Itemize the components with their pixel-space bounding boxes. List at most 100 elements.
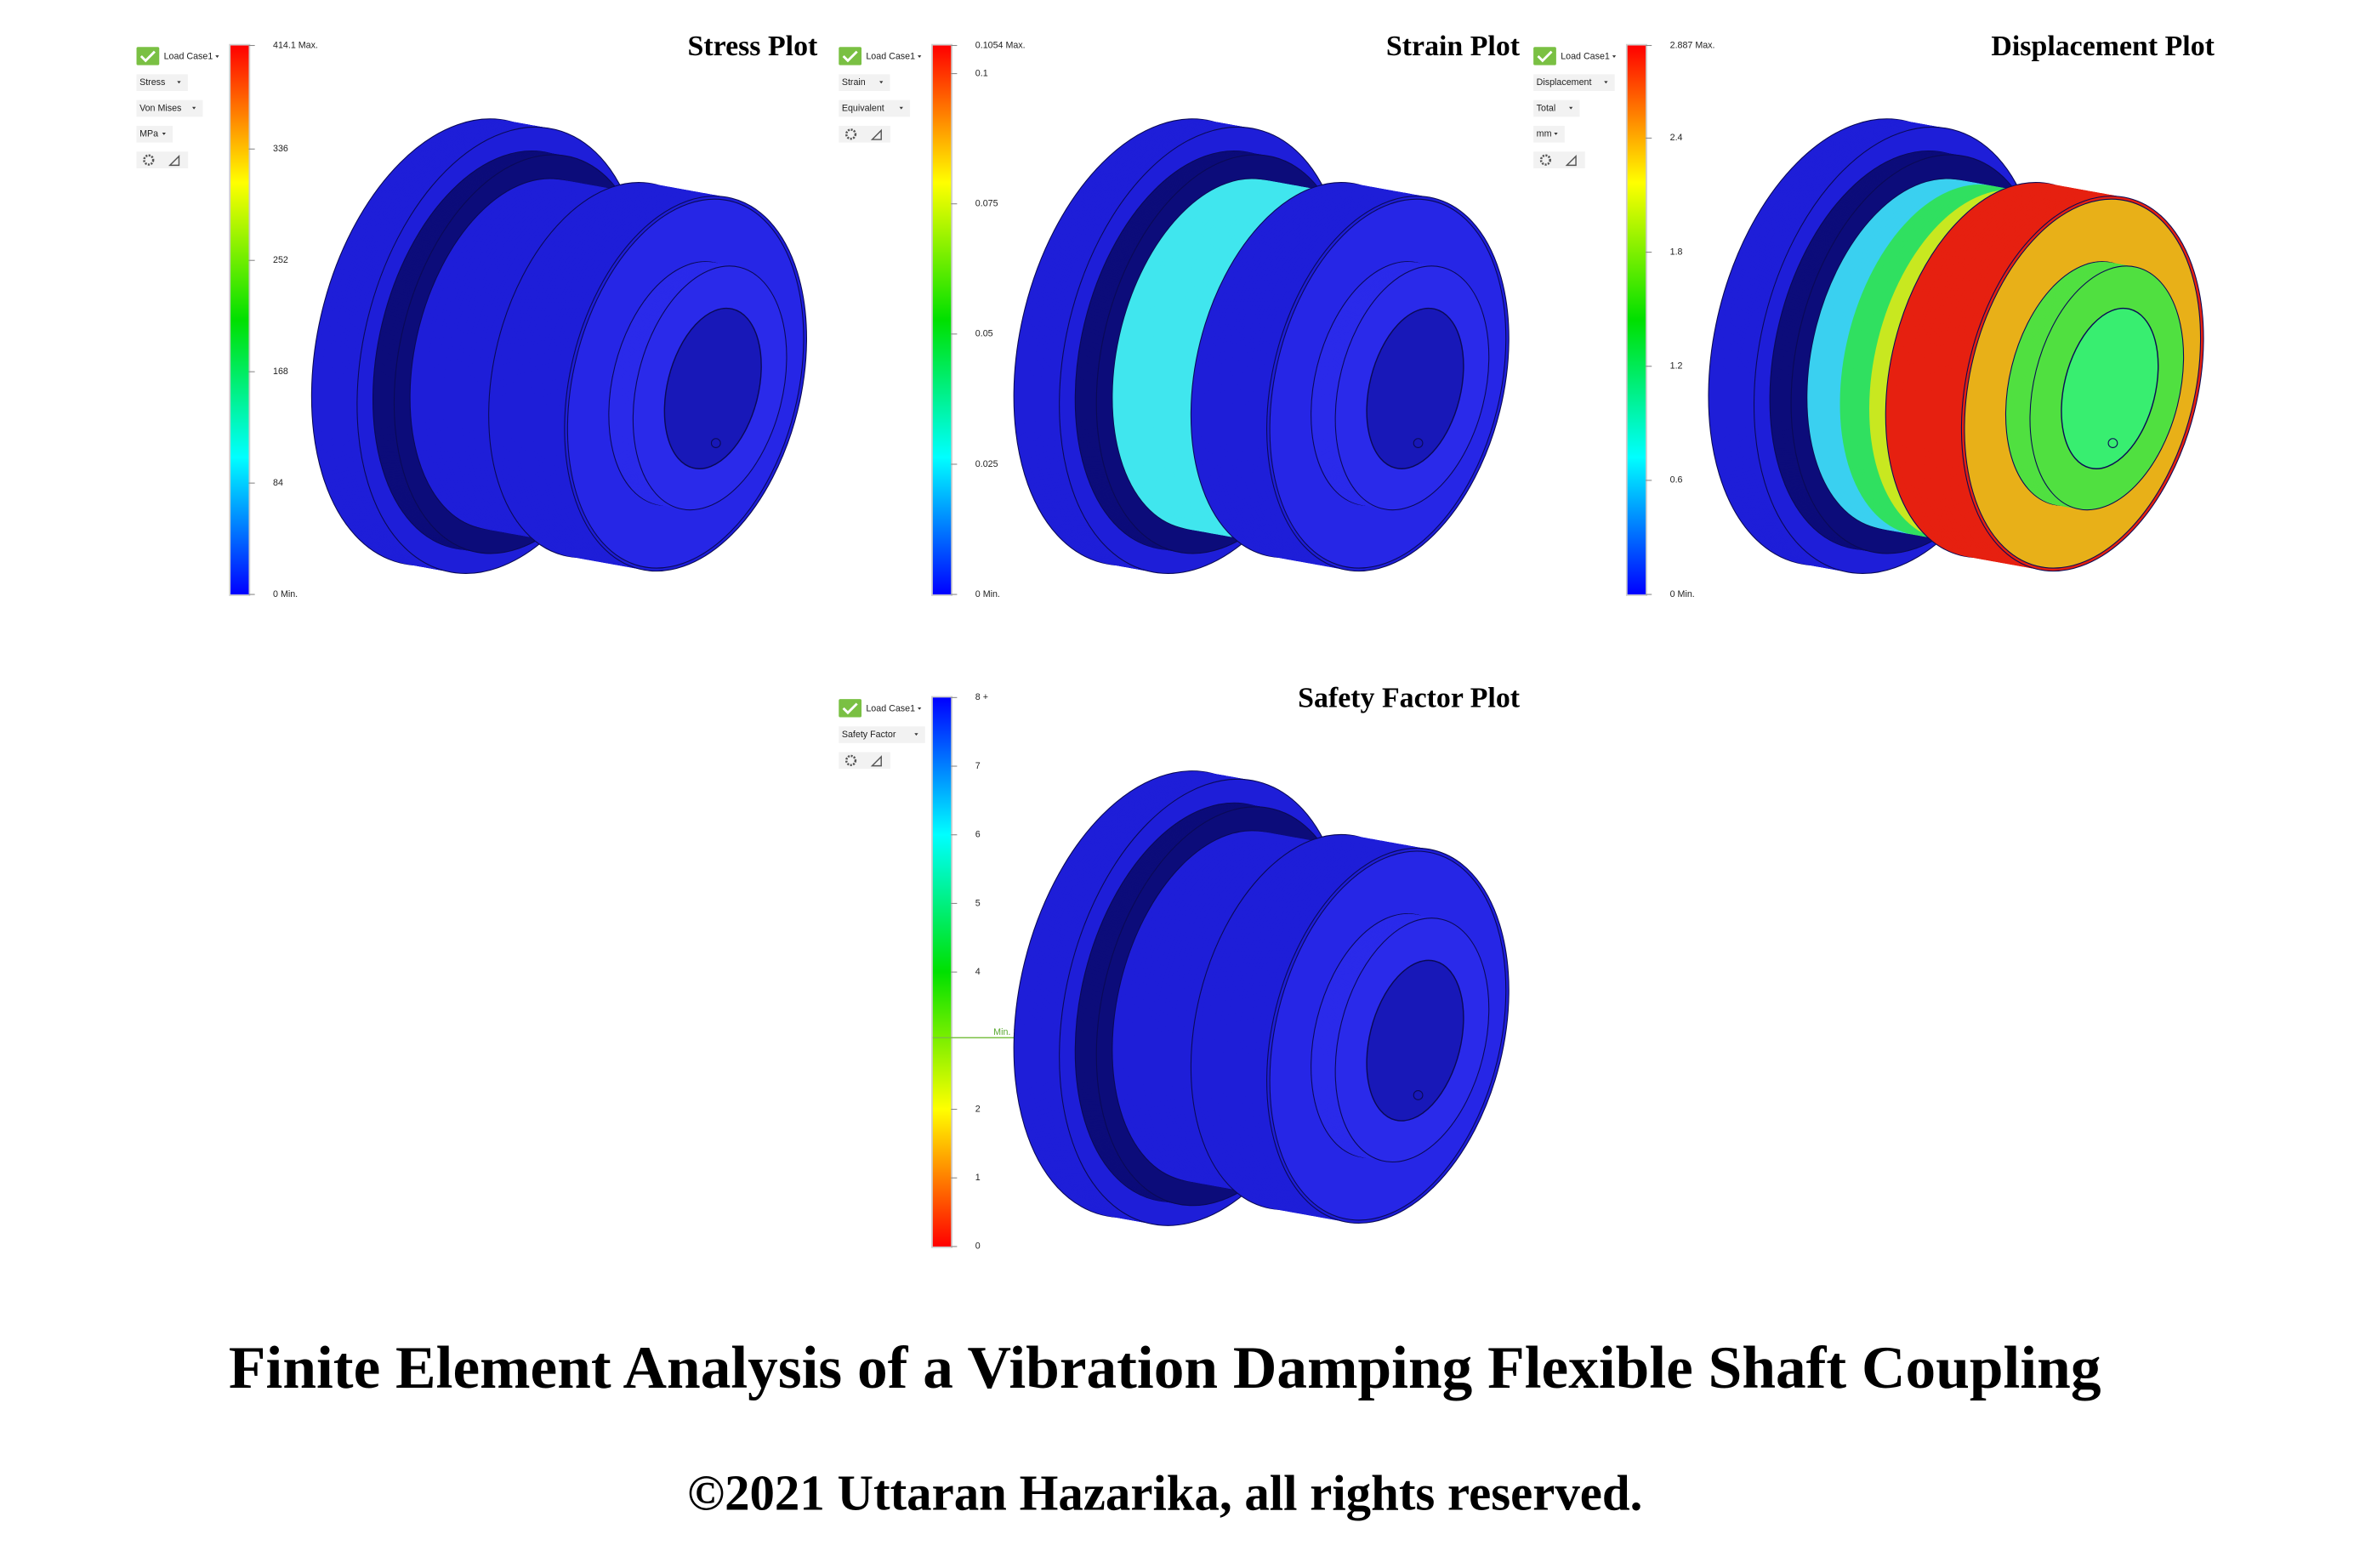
dropdown-arrow	[177, 81, 181, 84]
probe-icon[interactable]	[870, 128, 882, 140]
dropdown[interactable]	[839, 74, 890, 92]
copyright: ©2021 Uttaran Hazarika, all rights reser…	[687, 1465, 1642, 1520]
plot-title: Stress Plot	[688, 31, 818, 62]
dropdown[interactable]	[839, 99, 911, 117]
dropdown-arrow	[879, 81, 884, 84]
legend-tick-label: 0.1	[975, 68, 988, 78]
dropdown-label: Displacement	[1537, 77, 1592, 88]
load-case-label: Load Case1	[1561, 52, 1610, 62]
dropdown-arrow	[1569, 106, 1573, 110]
colorbar	[1627, 45, 1646, 595]
pin-hole	[710, 438, 721, 448]
legend-tick-label: 168	[273, 366, 288, 377]
dropdown-arrow	[1612, 55, 1617, 58]
legend-tick-label: 7	[975, 761, 981, 771]
legend-tick-label: 0 Min.	[1670, 589, 1695, 599]
dropdown[interactable]	[839, 726, 925, 743]
dropdown-label: Total	[1537, 103, 1556, 113]
coupling-model	[310, 118, 807, 574]
load-case-checkbox[interactable]	[1533, 47, 1556, 65]
bore	[2061, 307, 2159, 469]
legend-tick-label: 1.8	[1670, 247, 1683, 257]
dropdown[interactable]	[136, 74, 188, 92]
coupling-model	[1013, 118, 1510, 574]
legend-tick-label: 0.6	[1670, 475, 1683, 486]
dropdown[interactable]	[1533, 99, 1580, 117]
probe-icon[interactable]	[168, 154, 180, 167]
dropdown-label: Safety Factor	[842, 730, 896, 740]
checkbox	[1533, 47, 1556, 65]
dropdown-arrow	[914, 733, 918, 736]
pin-hole	[1413, 438, 1424, 448]
dropdown[interactable]	[1533, 74, 1615, 92]
plot-title: Safety Factor Plot	[1298, 683, 1521, 714]
dropdown-label: Stress	[139, 77, 165, 88]
dropdown-label: MPa	[139, 129, 158, 139]
dropdown-arrow	[918, 55, 922, 58]
dropdown-label: Von Mises	[139, 103, 181, 113]
plot-title: Strain Plot	[1386, 31, 1521, 62]
legend-tick-label: 1.2	[1670, 361, 1683, 372]
load-case-label: Load Case1	[164, 52, 213, 62]
legend-tick-label: 5	[975, 898, 981, 908]
coupling-model	[1708, 118, 2204, 574]
dropdown-label: mm	[1537, 129, 1552, 139]
legend-tick-label: 414.1 Max.	[273, 40, 318, 50]
bore	[1366, 959, 1464, 1122]
dropdown-arrow	[1554, 133, 1558, 135]
legend-tick-label: 4	[975, 967, 981, 977]
settings-icon[interactable]	[1539, 154, 1551, 166]
dropdown[interactable]	[136, 99, 203, 117]
legend-tick-label: 2.4	[1670, 133, 1683, 143]
checkbox	[839, 47, 862, 65]
legend-tick-label: 0.05	[975, 329, 993, 339]
checkmark	[842, 702, 858, 715]
legend-tick-label: 8 +	[975, 692, 988, 702]
load-case-checkbox[interactable]	[839, 699, 862, 718]
colorbar	[932, 697, 952, 1247]
settings-icon[interactable]	[844, 754, 857, 766]
probe-icon[interactable]	[1565, 154, 1577, 167]
legend-tick-label: 0.1054 Max.	[975, 40, 1026, 50]
pin-hole	[2107, 438, 2118, 448]
legend-tick-label: 336	[273, 144, 288, 154]
colorbar	[230, 45, 249, 595]
settings-icon[interactable]	[844, 128, 857, 140]
dropdown-arrow	[191, 106, 196, 110]
dropdown-arrow	[1604, 81, 1608, 84]
legend-tick-label: 2.887 Max.	[1670, 40, 1715, 50]
plot-title: Displacement Plot	[1991, 31, 2215, 62]
legend-tick-label: 0 Min.	[273, 589, 298, 599]
colorbar	[932, 45, 952, 595]
bore	[663, 307, 762, 469]
dropdown-arrow	[162, 133, 166, 135]
dropdown-arrow	[899, 106, 903, 110]
legend-tick-label: 0	[975, 1241, 981, 1252]
bore	[1366, 307, 1464, 469]
legend-tick-label: 0.025	[975, 459, 998, 469]
dropdown-label: Strain	[842, 77, 866, 88]
dropdown-arrow	[918, 707, 922, 710]
coupling-model	[1013, 770, 1510, 1226]
load-case-label: Load Case1	[866, 704, 915, 714]
settings-icon[interactable]	[143, 154, 155, 166]
load-case-label: Load Case1	[866, 52, 915, 62]
footer-title: Finite Element Analysis of a Vibration D…	[229, 1334, 2101, 1401]
checkbox	[136, 47, 160, 65]
legend-tick-label: 0 Min.	[975, 589, 1000, 599]
checkmark	[1537, 50, 1553, 63]
dropdown[interactable]	[1533, 126, 1565, 143]
legend-tick-label: 1	[975, 1173, 981, 1183]
dropdown[interactable]	[136, 126, 173, 143]
dropdown-arrow	[215, 55, 219, 58]
load-case-checkbox[interactable]	[839, 47, 862, 65]
checkbox	[839, 699, 862, 718]
probe-icon[interactable]	[870, 755, 882, 767]
load-case-checkbox[interactable]	[136, 47, 160, 65]
legend-tick-label: 6	[975, 830, 981, 840]
checkmark	[842, 50, 858, 63]
legend-tick-label: 0.075	[975, 199, 998, 209]
pin-hole	[1413, 1090, 1424, 1100]
checkmark	[139, 50, 156, 63]
